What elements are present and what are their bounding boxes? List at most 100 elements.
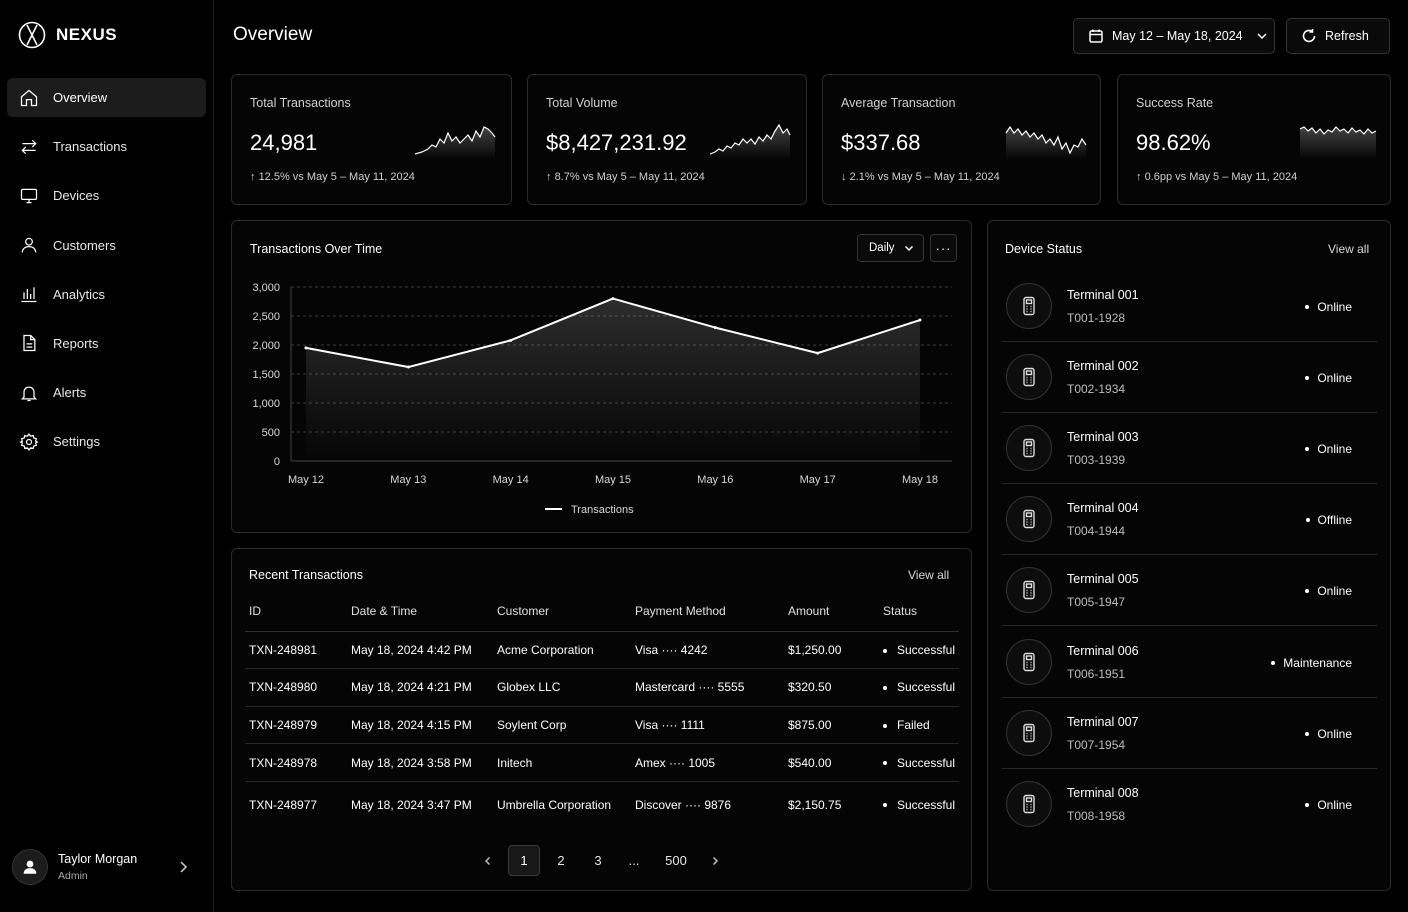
kpi-value: $8,427,231.92 [546,130,687,155]
device-icon-badge [1006,780,1052,827]
kpi-card-average-transaction: Average Transaction $337.68 ↓ 2.1% vs Ma… [822,74,1101,205]
view-all-devices-link[interactable]: View all [1328,242,1370,256]
next-page-button[interactable] [707,845,723,876]
column-header[interactable]: Status [879,591,959,632]
table-row[interactable]: TXN-248978 May 18, 2024 3:58 PM Initech Ame… [245,743,959,782]
person-icon [23,860,37,874]
arrows-icon [21,139,37,154]
txn-customer: Umbrella Corporation [497,797,612,812]
sidebar-item-label: Analytics [53,286,106,302]
sidebar-item-transactions[interactable]: Transactions [7,127,206,166]
user-menu[interactable]: Taylor Morgan Admin [12,848,197,886]
sidebar-item-overview[interactable]: Overview [7,78,206,117]
transactions-chart-panel: Transactions Over Time Daily ··· 0 500 1,0… [231,220,972,533]
bar-chart-icon [21,287,37,303]
logo-icon [18,21,46,49]
sidebar-item-devices[interactable]: Devices [7,176,206,215]
chart-title: Transactions Over Time [250,242,383,256]
column-header[interactable]: Customer [493,591,631,632]
device-icon-badge [1006,425,1052,472]
device-name: Terminal 004 [1067,501,1139,516]
sidebar-item-reports[interactable]: Reports [7,324,206,363]
sparkline [414,126,496,159]
device-name: Terminal 003 [1067,430,1139,445]
kpi-card-total-transactions: Total Transactions 24,981 ↑ 12.5% vs May… [231,74,512,205]
view-all-transactions-link[interactable]: View all [908,568,950,582]
column-header[interactable]: Amount [784,591,879,632]
status-text: Online [1317,442,1352,457]
status-dot [883,723,887,728]
legend-label: Transactions [571,504,634,516]
table-row[interactable]: TXN-248977 May 18, 2024 3:47 PM Umbrella C… [245,781,959,827]
device-row[interactable]: Terminal 005 T005-1947 Online [1002,555,1377,627]
txn-payment-method: Mastercard ···· 5555 [631,668,784,707]
sidebar-item-analytics[interactable]: Analytics [7,275,206,314]
chevron-right-icon[interactable] [175,859,191,875]
device-row[interactable]: Terminal 001 T001-1928 Online [1002,271,1377,342]
brand[interactable]: NEXUS [18,21,117,49]
device-icon-badge [1006,709,1052,756]
more-options-button[interactable]: ··· [930,234,957,262]
device-row[interactable]: Terminal 006 T006-1951 Maintenance [1002,627,1377,698]
txn-payment-method: Discover ···· 9876 [635,797,732,812]
pos-terminal-icon [1023,438,1035,458]
status-dot [883,648,887,653]
column-header[interactable]: ID [245,591,347,632]
page-button-1[interactable]: 1 [508,845,540,876]
device-row[interactable]: Terminal 008 T008-1958 Online [1002,769,1377,840]
device-row[interactable]: Terminal 002 T002-1934 Online [1002,342,1377,414]
sidebar-item-customers[interactable]: Customers [7,226,206,265]
kpi-change: ↑ 0.6pp vs May 5 – May 11, 2024 [1136,171,1298,183]
device-icon-badge [1006,283,1052,329]
column-header[interactable]: Payment Method [631,591,784,632]
device-icon-badge [1006,638,1052,685]
txn-status: Successful [879,668,959,707]
device-row[interactable]: Terminal 004 T004-1944 Offline [1002,484,1377,556]
sidebar-item-settings[interactable]: Settings [7,422,206,461]
y-tick-label: 3,000 [252,282,280,294]
chevron-down-icon [904,245,913,252]
chevron-down-icon [1257,33,1267,40]
device-status: Online [1305,798,1352,812]
status-dot [883,803,887,808]
txn-amount: $540.00 [784,743,879,782]
line-chart: 0 500 1,000 1,500 2,000 2,500 3,000 May 12 May 1… [252,282,952,516]
column-header[interactable]: Date & Time [347,591,493,632]
y-tick-label: 2,500 [252,311,280,323]
prev-page-button[interactable] [480,845,496,876]
device-id: T006-1951 [1067,666,1126,681]
page-button-500[interactable]: 500 [665,853,687,868]
txn-amount: $875.00 [784,706,879,745]
device-status: Online [1305,300,1352,314]
interval-select[interactable]: Daily [857,234,924,262]
status-text: Successful [897,680,956,695]
page-button-2[interactable]: 2 [557,853,565,868]
data-point [918,318,922,322]
kpi-value: 98.62% [1136,130,1211,155]
kpi-change-text: 12.5% vs May 5 – May 11, 2024 [258,171,415,183]
date-range-label: May 12 – May 18, 2024 [1112,29,1243,43]
pos-terminal-icon [1023,367,1035,387]
bell-icon [20,386,38,401]
page-button-3[interactable]: 3 [594,853,602,868]
page-ellipsis: ... [628,853,640,868]
sparkline [1005,125,1087,159]
device-id: T001-1928 [1067,311,1126,325]
status-dot [883,761,887,766]
txn-datetime: May 18, 2024 4:21 PM [347,668,493,707]
status-dot [1271,660,1276,665]
date-range-picker[interactable]: May 12 – May 18, 2024 [1073,18,1275,54]
refresh-button[interactable]: Refresh [1286,18,1390,54]
device-status: Maintenance [1271,656,1352,670]
table-row[interactable]: TXN-248980 May 18, 2024 4:21 PM Globex LLC… [245,668,959,707]
brand-name: NEXUS [56,25,118,44]
device-row[interactable]: Terminal 003 T003-1939 Online [1002,413,1377,485]
kpi-label: Success Rate [1136,96,1214,110]
table-row[interactable]: TXN-248979 May 18, 2024 4:15 PM Soylent Co… [245,706,959,745]
txn-datetime: May 18, 2024 3:58 PM [347,743,493,782]
user-role: Admin [58,870,88,882]
sidebar-item-alerts[interactable]: Alerts [7,373,206,412]
table-row[interactable]: TXN-248981 May 18, 2024 4:42 PM Acme Corpo… [245,631,959,670]
device-row[interactable]: Terminal 007 T007-1954 Online [1002,698,1377,769]
device-status-panel: Device Status View all Terminal 001 T001-… [987,220,1391,891]
